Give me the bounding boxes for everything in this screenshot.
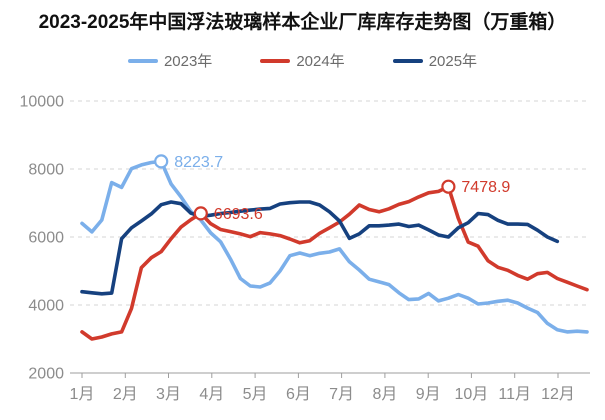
y-axis-label: 2000 [28, 366, 64, 383]
series-line-2024年 [80, 184, 589, 341]
annotation-label: 7478.9 [461, 179, 510, 196]
y-axis-label: 6000 [28, 230, 64, 247]
chart-title: 2023-2025年中国浮法玻璃样本企业厂库库存走势图（万重箱） [38, 12, 567, 33]
y-axis-label: 4000 [28, 298, 64, 315]
series-line-2025年 [80, 200, 560, 296]
x-axis-label: 12月 [541, 386, 575, 403]
legend-line-icon [127, 58, 158, 63]
annotation-label: 6693.6 [214, 206, 263, 223]
y-axis-label: 8000 [28, 162, 64, 179]
x-axis-label: 7月 [329, 386, 354, 403]
legend-label-2025: 2025年 [428, 53, 478, 70]
legend-label-2024: 2024年 [296, 53, 345, 70]
x-axis-label: 5月 [243, 386, 268, 403]
x-axis-label: 9月 [416, 386, 441, 403]
legend-item-2025[interactable]: 2025年 [392, 50, 478, 71]
legend-label-2023: 2023年 [163, 53, 213, 70]
x-axis-label: 6月 [286, 386, 311, 403]
x-axis-label: 10月 [454, 386, 488, 403]
legend-line-icon [260, 58, 291, 63]
legend-item-2023[interactable]: 2023年 [127, 50, 213, 71]
x-axis-label: 2月 [113, 386, 138, 403]
legend-item-2024[interactable]: 2024年 [260, 50, 345, 71]
y-axis-label: 10000 [20, 94, 65, 111]
annotation-marker [193, 206, 208, 221]
annotation-label: 8223.7 [174, 154, 223, 171]
annotation-marker [154, 154, 169, 169]
x-axis-label: 8月 [372, 386, 397, 403]
legend-line-icon [392, 58, 423, 63]
x-axis-label: 4月 [199, 386, 224, 403]
x-axis-label: 11月 [498, 386, 531, 403]
annotation-marker [441, 179, 456, 194]
legend: 2023年 2024年 2025年 [0, 50, 605, 71]
x-axis-label: 1月 [70, 386, 95, 403]
x-axis-label: 3月 [156, 386, 181, 403]
series-line-2023年 [80, 159, 589, 334]
